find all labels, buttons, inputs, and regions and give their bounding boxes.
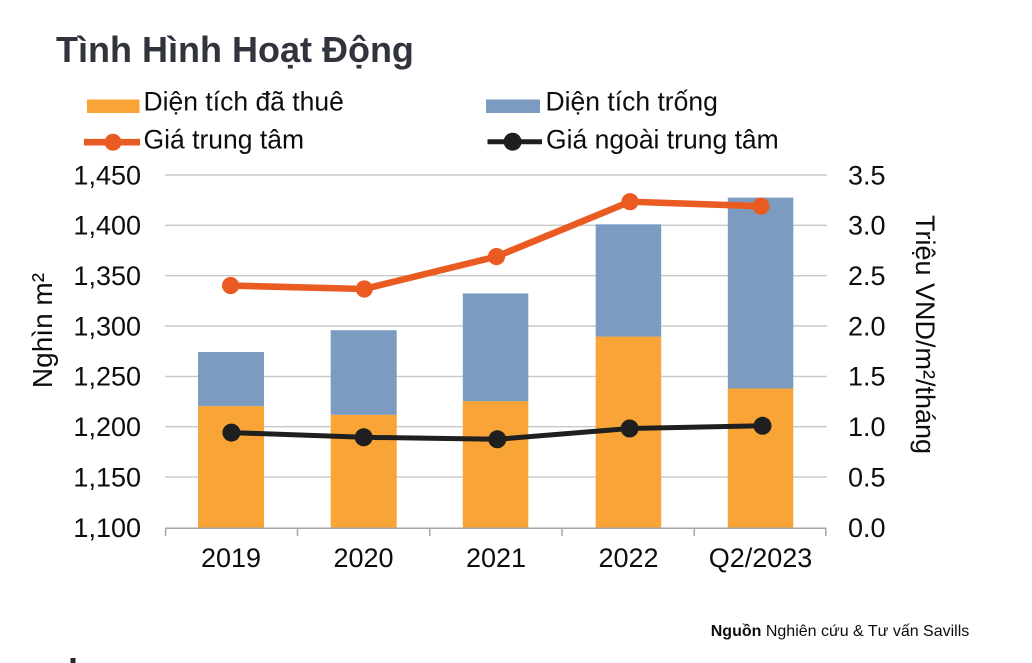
svg-text:3.5: 3.5: [848, 160, 886, 190]
svg-text:1.5: 1.5: [848, 362, 886, 392]
svg-text:1,300: 1,300: [73, 311, 141, 341]
svg-text:2.0: 2.0: [848, 311, 886, 341]
svg-text:0.0: 0.0: [848, 513, 886, 543]
svg-text:1,400: 1,400: [73, 211, 141, 241]
svg-text:2022: 2022: [598, 543, 658, 573]
svg-text:1,150: 1,150: [73, 462, 141, 492]
svg-text:2.5: 2.5: [848, 261, 886, 291]
svg-text:0.5: 0.5: [848, 462, 886, 492]
svg-text:2021: 2021: [466, 543, 526, 573]
svg-text:1,250: 1,250: [73, 362, 141, 392]
svg-text:1,350: 1,350: [73, 261, 141, 291]
svg-text:2020: 2020: [333, 543, 393, 573]
svg-text:Nghìn m²: Nghìn m²: [27, 273, 58, 388]
svg-text:1,200: 1,200: [73, 412, 141, 442]
svg-text:2019: 2019: [201, 543, 261, 573]
svg-text:Q2/2023: Q2/2023: [709, 543, 813, 573]
svg-text:Giá trung tâm: Giá trung tâm: [144, 125, 305, 155]
svg-text:Triệu VND/m²/tháng: Triệu VND/m²/tháng: [910, 215, 940, 454]
svg-text:Giá ngoài trung tâm: Giá ngoài trung tâm: [546, 125, 779, 155]
svg-text:3.0: 3.0: [848, 211, 886, 241]
svg-text:Nguồn Nghiên cứu & Tư vấn Savi: Nguồn Nghiên cứu & Tư vấn Savills: [711, 623, 970, 640]
svg-text:Diện tích trống: Diện tích trống: [546, 87, 718, 117]
svg-text:1,100: 1,100: [73, 513, 141, 543]
svg-text:1,450: 1,450: [73, 160, 141, 190]
svg-text:1.0: 1.0: [848, 412, 886, 442]
svg-text:Diện tích đã thuê: Diện tích đã thuê: [144, 87, 344, 117]
svg-text:Tình Hình Hoạt Động: Tình Hình Hoạt Động: [56, 29, 414, 70]
